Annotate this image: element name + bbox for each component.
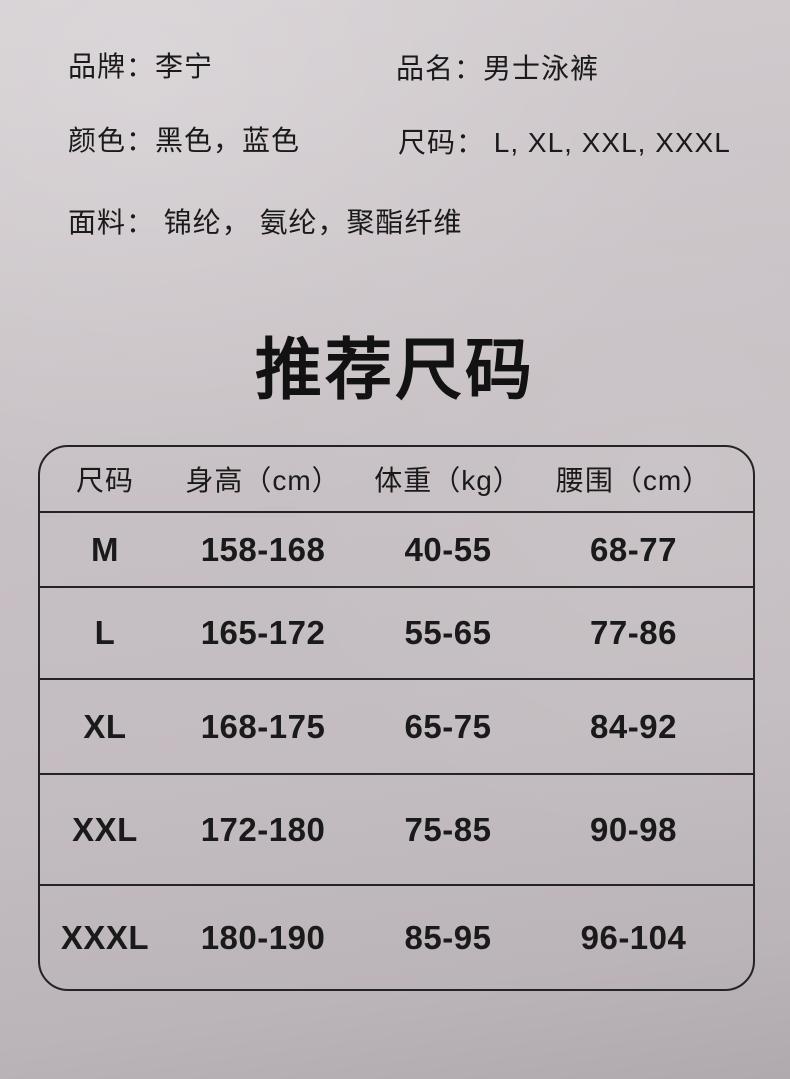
table-row: XXL 172-180 75-85 90-98 (40, 773, 753, 884)
weight-value: 40-55 (404, 530, 492, 568)
table-header-row: 尺码 身高（cm） 体重（kg） 腰围（cm） (40, 447, 753, 511)
waist-value: 77-86 (590, 614, 677, 651)
table-row: XXXL 180-190 85-95 96-104 (40, 884, 753, 989)
weight-value: 75-85 (404, 810, 492, 848)
fabric-text: 面料： 锦纶， 氨纶，聚酯纤维 (68, 207, 463, 238)
table-row: L 165-172 55-65 77-86 (40, 586, 753, 678)
size-value: XXL (72, 810, 138, 848)
column-header-weight: 体重（kg） (374, 465, 522, 496)
weight-value: 55-65 (404, 614, 492, 651)
weight-value: 65-75 (404, 707, 492, 745)
waist-value: 68-77 (590, 530, 677, 568)
height-value: 165-172 (200, 614, 326, 651)
waist-value: 84-92 (590, 707, 677, 745)
weight-value: 85-95 (404, 918, 492, 956)
brand-text: 品牌：李宁 (68, 51, 214, 82)
size-table: 尺码 身高（cm） 体重（kg） 腰围（cm） M 158-168 40-55 … (38, 445, 755, 991)
size-value: XXXL (60, 918, 150, 956)
height-value: 180-190 (200, 918, 326, 956)
product-name-text: 品名：男士泳裤 (396, 53, 600, 84)
color-text: 颜色：黑色，蓝色 (68, 125, 301, 156)
sizes-text: 尺码： L, XL, XXL, XXXL (398, 127, 731, 158)
size-value: XL (83, 707, 127, 745)
height-value: 158-168 (200, 530, 326, 568)
size-value: M (91, 530, 119, 568)
column-header-size: 尺码 (75, 465, 134, 496)
waist-value: 90-98 (590, 810, 677, 848)
height-value: 168-175 (200, 707, 326, 745)
table-row: XL 168-175 65-75 84-92 (40, 678, 753, 773)
size-value: L (94, 614, 116, 651)
table-row: M 158-168 40-55 68-77 (40, 511, 753, 586)
section-title: 推荐尺码 (255, 333, 535, 408)
column-header-height: 身高（cm） (185, 465, 341, 496)
waist-value: 96-104 (580, 918, 687, 956)
height-value: 172-180 (200, 810, 326, 848)
column-header-waist: 腰围（cm） (555, 465, 712, 496)
